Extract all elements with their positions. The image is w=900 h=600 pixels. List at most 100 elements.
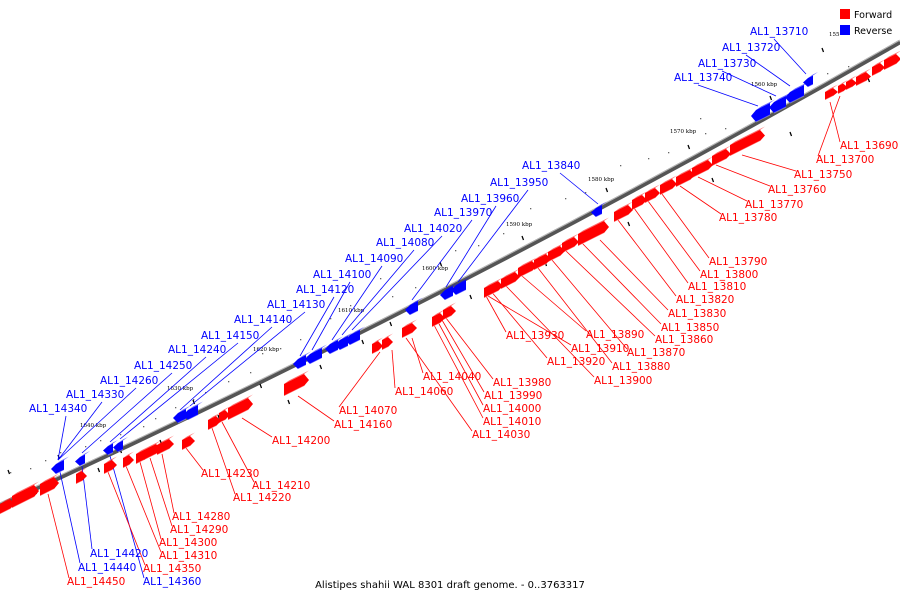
gene-shade xyxy=(547,255,561,263)
gene-label[interactable]: AL1_14020 xyxy=(404,223,462,235)
gene-label[interactable]: AL1_14030 xyxy=(472,429,530,441)
gene-top-face xyxy=(501,268,520,279)
gene-label[interactable]: AL1_14340 xyxy=(29,403,87,415)
gene-top-face xyxy=(402,319,417,328)
gene-label[interactable]: AL1_13930 xyxy=(506,330,564,342)
kbp-label: 1560 kbp xyxy=(751,82,778,88)
forward-gene xyxy=(143,440,161,461)
gene-label[interactable]: AL1_13840 xyxy=(522,160,580,172)
gene-label[interactable]: AL1_13960 xyxy=(461,193,519,205)
tick-mark xyxy=(389,321,393,327)
gene-label[interactable]: AL1_14010 xyxy=(483,416,541,428)
gene-label[interactable]: AL1_13700 xyxy=(816,154,874,166)
gene-label[interactable]: AL1_14080 xyxy=(376,237,434,249)
gene-label[interactable]: AL1_13970 xyxy=(434,207,492,219)
gene-label[interactable]: AL1_13950 xyxy=(490,177,548,189)
gene-top-face xyxy=(614,201,633,212)
gene-body xyxy=(451,280,466,295)
gene-label[interactable]: AL1_13830 xyxy=(668,308,726,320)
gene-label[interactable]: AL1_14250 xyxy=(134,360,192,372)
gene-top-face xyxy=(692,156,713,168)
gene-body xyxy=(803,75,813,87)
gene-label[interactable]: AL1_14130 xyxy=(267,299,325,311)
gene-label[interactable]: AL1_14100 xyxy=(313,269,371,281)
gene-label[interactable]: AL1_14200 xyxy=(272,435,330,447)
gene-label[interactable]: AL1_14440 xyxy=(78,562,136,574)
gene-label[interactable]: AL1_14310 xyxy=(159,550,217,562)
tick-mark xyxy=(469,294,473,300)
gene-shade xyxy=(181,445,191,451)
gene-label[interactable]: AL1_14160 xyxy=(334,419,392,431)
gene-body xyxy=(173,409,186,423)
gene-label[interactable]: AL1_13900 xyxy=(594,375,652,387)
gene-shade xyxy=(135,459,145,465)
gene-label[interactable]: AL1_13800 xyxy=(700,269,758,281)
gene-label[interactable]: AL1_14000 xyxy=(483,403,541,415)
gene-label[interactable]: AL1_13770 xyxy=(745,199,803,211)
gene-label[interactable]: AL1_13810 xyxy=(688,281,746,293)
gene-label[interactable]: AL1_14120 xyxy=(296,284,354,296)
gene-shade xyxy=(613,214,629,223)
leader-line xyxy=(433,324,484,419)
gene-label[interactable]: AL1_13740 xyxy=(674,72,732,84)
gene-label[interactable]: AL1_14350 xyxy=(143,563,201,575)
forward-gene xyxy=(631,191,647,211)
gene-label[interactable]: AL1_13750 xyxy=(794,169,852,181)
leader-line xyxy=(505,285,595,378)
gene-label[interactable]: AL1_14330 xyxy=(66,389,124,401)
gene-top-face xyxy=(884,51,900,60)
gene-label[interactable]: AL1_13980 xyxy=(493,377,551,389)
gene-label[interactable]: AL1_14280 xyxy=(172,511,230,523)
leader-line xyxy=(617,219,677,297)
gene-label[interactable]: AL1_14260 xyxy=(100,375,158,387)
gene-label[interactable]: AL1_13860 xyxy=(655,334,713,346)
gene-label[interactable]: AL1_14090 xyxy=(345,253,403,265)
gene-label[interactable]: AL1_14290 xyxy=(170,524,228,536)
tick-mark xyxy=(361,339,365,345)
kbp-label: 1570 kbp xyxy=(670,129,697,135)
gene-label[interactable]: AL1_14150 xyxy=(201,330,259,342)
gene-label[interactable]: AL1_14230 xyxy=(201,468,259,480)
gene-label[interactable]: AL1_14140 xyxy=(234,314,292,326)
gene-label[interactable]: AL1_14040 xyxy=(423,371,481,383)
gene-label[interactable]: AL1_13690 xyxy=(840,140,898,152)
gene-label[interactable]: AL1_13990 xyxy=(484,390,542,402)
gene-top-face xyxy=(838,80,848,86)
gene-label[interactable]: AL1_14070 xyxy=(339,405,397,417)
forward-gene xyxy=(837,80,848,95)
gene-label[interactable]: AL1_13790 xyxy=(709,256,767,268)
gene-label[interactable]: AL1_13920 xyxy=(547,356,605,368)
gene-label[interactable]: AL1_13780 xyxy=(719,212,777,224)
gene-label[interactable]: AL1_14220 xyxy=(233,492,291,504)
gene-label[interactable]: AL1_13910 xyxy=(571,343,629,355)
gene-label[interactable]: AL1_14240 xyxy=(168,344,226,356)
gene-label[interactable]: AL1_13730 xyxy=(698,58,756,70)
gene-shade xyxy=(79,463,86,467)
legend-swatch xyxy=(840,25,850,35)
tick-dot xyxy=(700,118,702,120)
forward-gene xyxy=(547,242,565,263)
tick-dot xyxy=(330,318,332,320)
gene-label[interactable]: AL1_14060 xyxy=(395,386,453,398)
gene-label[interactable]: AL1_14450 xyxy=(67,576,125,588)
gene-label[interactable]: AL1_14360 xyxy=(143,576,201,588)
gene-label[interactable]: AL1_13760 xyxy=(768,184,826,196)
forward-gene xyxy=(227,394,253,421)
leader-lines xyxy=(47,38,841,579)
leader-line xyxy=(57,401,103,461)
gene-label[interactable]: AL1_13870 xyxy=(627,347,685,359)
gene-shade xyxy=(55,469,65,475)
gene-label[interactable]: AL1_13720 xyxy=(722,42,780,54)
legend-swatch xyxy=(840,9,850,19)
gene-label[interactable]: AL1_13890 xyxy=(586,329,644,341)
gene-label[interactable]: AL1_14210 xyxy=(252,480,310,492)
leader-line xyxy=(445,205,497,288)
gene-label[interactable]: AL1_13710 xyxy=(750,26,808,38)
gene-label[interactable]: AL1_14300 xyxy=(159,537,217,549)
gene-label[interactable]: AL1_13880 xyxy=(612,361,670,373)
gene-label[interactable]: AL1_13820 xyxy=(676,294,734,306)
tick-dot xyxy=(300,339,302,341)
leader-line xyxy=(679,185,722,215)
gene-label[interactable]: AL1_14420 xyxy=(90,548,148,560)
gene-label[interactable]: AL1_13850 xyxy=(661,322,719,334)
